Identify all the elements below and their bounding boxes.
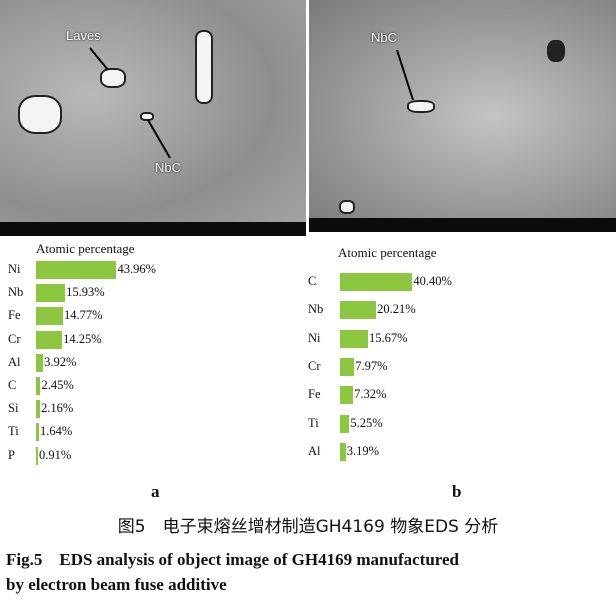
bar-row: Al 3.92%: [8, 353, 288, 372]
caption-en-line2: by electron beam fuse additive: [6, 575, 227, 594]
value-label: 2.16%: [40, 401, 74, 416]
laves-label: Laves: [66, 28, 101, 43]
particle: [195, 30, 213, 104]
value-label: 20.21%: [377, 302, 416, 317]
category-label: Al: [8, 354, 21, 369]
bar-row: Cr 7.97%: [308, 357, 588, 376]
bar-row: Nb 15.93%: [8, 284, 288, 303]
value-label: 2.45%: [41, 378, 74, 392]
caption-cn: 图5 电子束熔丝增材制造GH4169 物象EDS 分析: [117, 517, 499, 537]
value-label: 40.40%: [413, 274, 452, 288]
value-label: 0.91%: [39, 447, 72, 462]
category-label: Al: [308, 443, 321, 458]
bar-row: Fe 14.77%: [8, 307, 288, 326]
category-label: Ni: [8, 262, 21, 276]
category-label: Cr: [8, 331, 21, 346]
bar-row: Ni 43.96%: [8, 261, 288, 279]
scale-bar-strip: [0, 222, 306, 236]
panel-label-b: b: [452, 482, 462, 501]
bar: [340, 301, 377, 320]
arrow-icon: [147, 119, 171, 159]
bar: [340, 386, 354, 405]
chart-a-title: Atomic percentage: [36, 241, 135, 256]
bar: [340, 273, 413, 291]
arrows: [89, 47, 171, 159]
category-label: P: [8, 447, 15, 462]
bar: [36, 307, 64, 326]
bar-row: Al 3.19%: [308, 442, 588, 461]
bar-row: Ni 15.67%: [308, 329, 588, 348]
value-label: 43.96%: [117, 262, 156, 276]
value-label: 7.32%: [354, 387, 387, 402]
bar: [340, 329, 369, 348]
sem-image-a: Laves NbC: [0, 0, 306, 236]
category-label: Nb: [8, 285, 24, 300]
bar-row: C 2.45%: [8, 377, 288, 395]
nbc-particle: [140, 112, 154, 121]
caption-en-line1: Fig.5 EDS analysis of object image of GH…: [6, 550, 460, 569]
bar: [36, 377, 41, 395]
value-label: 7.97%: [355, 358, 388, 373]
category-label: Ti: [308, 415, 319, 430]
bar-row: Nb 20.21%: [308, 301, 588, 320]
bar-row: Ti 5.25%: [308, 414, 588, 433]
nbc-label: NbC: [371, 30, 398, 45]
bar: [36, 284, 66, 303]
panel-label-a: a: [151, 482, 160, 501]
bar-row: Fe 7.32%: [308, 386, 588, 405]
category-label: Si: [8, 401, 19, 416]
nbc-particle: [407, 100, 435, 113]
bar: [36, 400, 40, 419]
category-label: Cr: [308, 358, 321, 373]
bar-row: Ti 1.64%: [8, 423, 288, 442]
bar: [340, 442, 346, 461]
arrow-icon: [396, 49, 414, 101]
value-label: 14.77%: [64, 308, 103, 323]
category-label: Ni: [308, 330, 321, 345]
bar: [36, 330, 63, 349]
category-label: C: [8, 378, 17, 392]
value-label: 14.25%: [63, 331, 102, 346]
category-label: C: [308, 274, 317, 288]
value-label: 3.19%: [346, 443, 379, 458]
category-label: Nb: [308, 302, 324, 317]
value-label: 1.64%: [40, 424, 73, 439]
bar: [340, 357, 355, 376]
laves-particle: [100, 68, 126, 88]
bar-row: P 0.91%: [8, 446, 288, 465]
bar: [36, 423, 39, 442]
category-label: Ti: [8, 424, 19, 439]
value-label: 15.93%: [66, 285, 105, 300]
nbc-label: NbC: [155, 160, 182, 175]
sem-image-b: NbC: [309, 0, 616, 232]
bar-row: C 40.40%: [308, 273, 588, 291]
chart-b-title: Atomic percentage: [338, 245, 437, 260]
particle: [18, 95, 62, 134]
bar-row: Cr 14.25%: [8, 330, 288, 349]
bar-row: Si 2.16%: [8, 400, 288, 419]
value-label: 15.67%: [369, 330, 408, 345]
particle: [547, 40, 565, 62]
bar: [36, 353, 44, 372]
bar: [36, 261, 117, 279]
value-label: 5.25%: [350, 415, 383, 430]
category-label: Fe: [308, 387, 321, 402]
bar: [36, 446, 38, 465]
arrow-icon: [89, 47, 109, 71]
arrows: [396, 49, 414, 101]
particle: [339, 200, 355, 214]
bar: [340, 414, 350, 433]
scale-bar-strip: [309, 218, 616, 232]
value-label: 3.92%: [44, 354, 77, 369]
category-label: Fe: [8, 308, 21, 323]
